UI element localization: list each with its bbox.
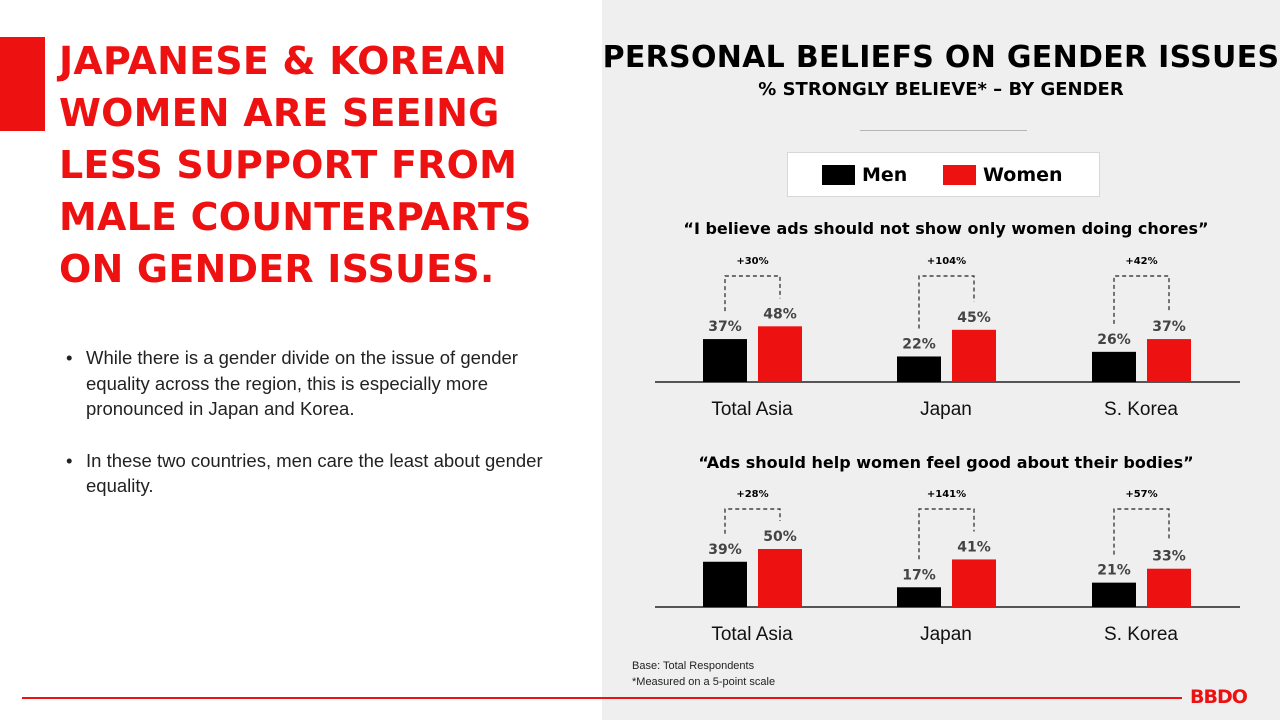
category-label: S. Korea	[1104, 399, 1178, 420]
data-label: 50%	[763, 529, 797, 545]
difference-label: +30%	[736, 256, 768, 267]
chart-panel-title: “Ads should help women feel good about t…	[698, 453, 1193, 472]
data-label: 26%	[1097, 332, 1131, 348]
bar-men	[897, 356, 941, 382]
category-label: Total Asia	[711, 399, 793, 420]
bar-men	[1092, 351, 1136, 382]
bullet-item: In these two countries, men care the lea…	[66, 448, 566, 499]
title-divider	[860, 130, 1027, 131]
bar-men	[897, 587, 941, 607]
legend: Men Women	[787, 152, 1100, 197]
difference-bracket	[1113, 508, 1170, 555]
footnote-base: Base: Total Respondents	[632, 660, 755, 672]
bar-women	[758, 326, 802, 382]
data-label: 39%	[708, 542, 742, 558]
chart-panel-title: “I believe ads should not show only wome…	[683, 219, 1208, 238]
data-label: 48%	[763, 306, 797, 322]
difference-bracket	[1113, 275, 1170, 324]
bar-women	[952, 329, 996, 382]
bar-men	[703, 339, 747, 382]
difference-label: +28%	[736, 489, 768, 500]
difference-label: +141%	[927, 489, 966, 500]
bullet-list: While there is a gender divide on the is…	[66, 345, 566, 525]
data-label: 37%	[708, 319, 742, 335]
category-label: Japan	[920, 399, 972, 420]
data-label: 17%	[902, 567, 936, 583]
bar-women	[758, 549, 802, 607]
difference-label: +104%	[927, 256, 966, 267]
headline: JAPANESE & KOREAN WOMEN ARE SEEING LESS …	[59, 39, 532, 291]
footnote-scale: *Measured on a 5-point scale	[632, 676, 776, 688]
legend-men-label: Men	[862, 164, 908, 186]
data-label: 21%	[1097, 563, 1131, 579]
difference-label: +42%	[1125, 256, 1157, 267]
bar-women	[1147, 339, 1191, 382]
chart-subtitle: % STRONGLY BELIEVE* – BY GENDER	[758, 79, 1124, 100]
chart-title: PERSONAL BELIEFS ON GENDER ISSUES	[602, 40, 1280, 75]
difference-bracket	[918, 508, 975, 560]
category-label: Total Asia	[711, 624, 793, 645]
difference-bracket	[724, 275, 781, 312]
difference-label: +57%	[1125, 489, 1157, 500]
legend-men-swatch	[822, 165, 855, 185]
legend-women-label: Women	[983, 164, 1063, 186]
bar-men	[703, 561, 747, 607]
difference-bracket	[724, 508, 781, 534]
footer-rule	[22, 697, 1182, 699]
bullet-item: While there is a gender divide on the is…	[66, 345, 566, 422]
data-label: 22%	[902, 336, 936, 352]
data-label: 45%	[957, 310, 991, 326]
category-label: S. Korea	[1104, 624, 1178, 645]
bar-men	[1092, 582, 1136, 607]
accent-marker	[0, 37, 45, 131]
bar-women	[1147, 568, 1191, 607]
difference-bracket	[918, 275, 975, 329]
bbdo-logo: BBDO	[1190, 686, 1248, 708]
legend-women-swatch	[943, 165, 976, 185]
category-label: Japan	[920, 624, 972, 645]
bar-women	[952, 559, 996, 607]
data-label: 37%	[1152, 319, 1186, 335]
data-label: 33%	[1152, 549, 1186, 565]
data-label: 41%	[957, 539, 991, 555]
